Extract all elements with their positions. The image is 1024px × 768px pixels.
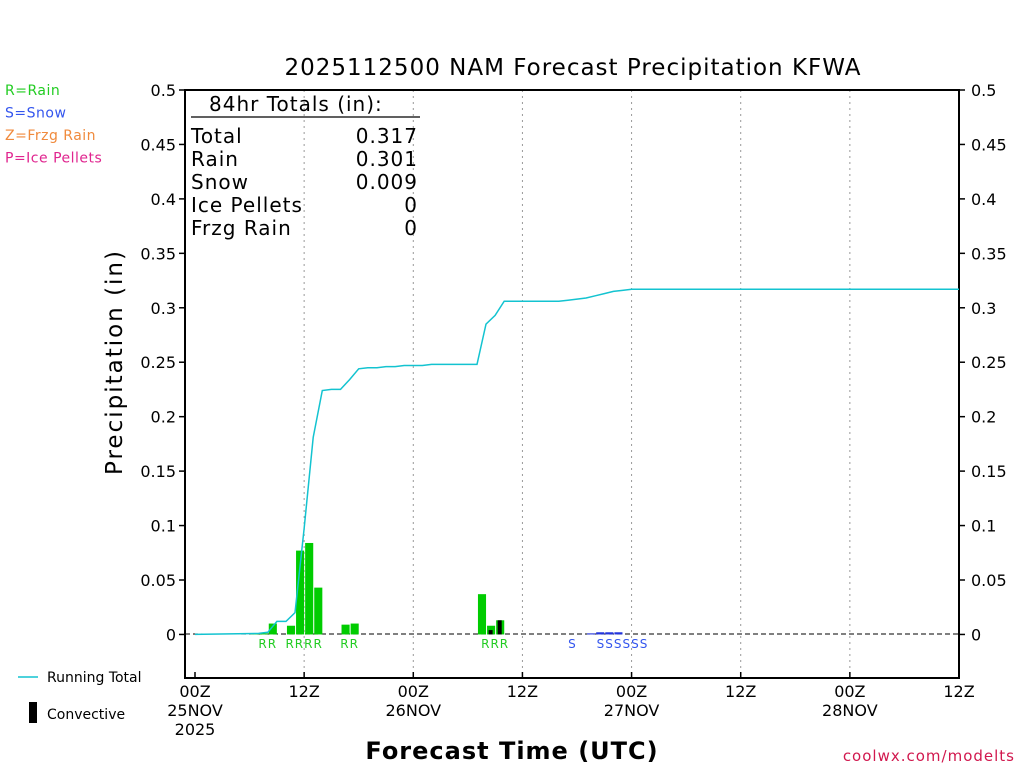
x-tick-label: 00Z xyxy=(398,682,429,701)
convective-bar xyxy=(497,620,502,635)
convective-legend-swatch xyxy=(29,702,37,723)
totals-row-value: 0.317 xyxy=(356,124,418,148)
precip-bar xyxy=(605,632,614,635)
y-tick-label-right: 0.4 xyxy=(971,190,996,209)
y-tick-label-right: 0.35 xyxy=(971,244,1007,263)
y-tick-label: 0.4 xyxy=(151,190,176,209)
precip-bar xyxy=(341,624,350,635)
plot-frame xyxy=(184,89,960,679)
precip-bars xyxy=(250,542,623,635)
y-axis-label: Precipitation (in) xyxy=(102,249,128,475)
x-tick-label: 00Z xyxy=(179,682,210,701)
y-axis-ticks: 0 00.05 0.050.1 0.10.15 0.150.2 0.20.25 0.250.… xyxy=(140,81,1006,644)
precip-bar xyxy=(587,633,596,635)
totals-rows: Total 0.317 Rain 0.301 Snow 0.009 Ice Pellets 0… xyxy=(190,124,418,240)
x-tick-label: 28NOV xyxy=(822,701,878,720)
x-tick-label: 2025 xyxy=(175,720,216,739)
y-tick-label-right: 0.15 xyxy=(971,462,1007,481)
precip-bar xyxy=(268,623,277,635)
y-tick-label: 0.2 xyxy=(151,408,176,427)
totals-row-label: Ice Pellets xyxy=(191,193,303,217)
y-tick-label: 0.5 xyxy=(151,81,176,100)
x-tick-label: 00Z xyxy=(834,682,865,701)
totals-row-label: Rain xyxy=(191,147,239,171)
series-legend: Running Total Convective xyxy=(18,670,142,723)
y-tick-label-right: 0.2 xyxy=(971,408,996,427)
y-tick-label-right: 0 xyxy=(971,625,981,644)
precip-bar xyxy=(259,633,268,635)
precip-bar xyxy=(614,632,623,635)
precip-type-label: SSSSSS xyxy=(597,637,649,651)
running-total-line xyxy=(194,288,959,636)
precip-bar xyxy=(305,542,314,635)
y-tick-label: 0 xyxy=(166,625,176,644)
y-tick-label: 0.05 xyxy=(140,571,176,590)
precip-type-labels: RR RRRR RR RRR S SSSSSS xyxy=(258,637,649,651)
precip-bar xyxy=(596,632,605,635)
x-tick-label: 12Z xyxy=(288,682,319,701)
x-tick-label: 25NOV xyxy=(167,701,223,720)
y-tick-label-right: 0.1 xyxy=(971,517,996,536)
source-credit: coolwx.com/modelts xyxy=(843,747,1015,765)
y-tick-label: 0.1 xyxy=(151,517,176,536)
convective-legend-label: Convective xyxy=(47,707,125,723)
totals-header: 84hr Totals (in): xyxy=(209,92,383,116)
precip-type-legend: R=Rain S=Snow Z=Frzg Rain P=Ice Pellets xyxy=(5,83,102,167)
convective-bars xyxy=(488,620,502,635)
precip-type-label: S xyxy=(568,637,577,651)
y-tick-label: 0.3 xyxy=(151,299,176,318)
y-tick-label-right: 0.45 xyxy=(971,135,1007,154)
y-tick-label: 0.45 xyxy=(140,135,176,154)
totals-row-label: Total xyxy=(190,124,243,148)
totals-row-value: 0.301 xyxy=(356,147,418,171)
x-tick-label: 00Z xyxy=(616,682,647,701)
y-tick-label: 0.15 xyxy=(140,462,176,481)
precip-bar xyxy=(314,587,323,635)
y-tick-label-right: 0.05 xyxy=(971,571,1007,590)
running-total-legend-label: Running Total xyxy=(47,670,142,686)
totals-row-label: Snow xyxy=(191,170,249,194)
precip-bar xyxy=(350,623,359,635)
x-tick-label: 12Z xyxy=(507,682,538,701)
precip-type-label: RR xyxy=(258,637,277,651)
precip-bar xyxy=(477,594,487,635)
y-tick-label: 0.25 xyxy=(140,353,176,372)
chart-title: 2025112500 NAM Forecast Precipitation KF… xyxy=(285,55,862,81)
precip-bar xyxy=(286,625,296,635)
totals-row-value: 0 xyxy=(404,216,418,240)
x-tick-label: 27NOV xyxy=(604,701,660,720)
totals-row-label: Frzg Rain xyxy=(191,216,292,240)
precip-type-label: RRR xyxy=(481,637,509,651)
x-tick-label: 12Z xyxy=(725,682,756,701)
totals-box: 84hr Totals (in): Total 0.317 Rain 0.301 Sno… xyxy=(190,92,420,240)
y-tick-label-right: 0.5 xyxy=(971,81,996,100)
totals-row-value: 0.009 xyxy=(356,170,418,194)
chart-gridlines xyxy=(303,90,851,678)
totals-row-value: 0 xyxy=(404,193,418,217)
precip-bar xyxy=(296,550,305,635)
x-tick-label: 12Z xyxy=(943,682,974,701)
precip-type-legend-item: Z=Frzg Rain xyxy=(5,128,96,144)
convective-bar xyxy=(488,630,493,635)
precip-type-legend-item: P=Ice Pellets xyxy=(5,151,102,167)
precip-type-legend-item: R=Rain xyxy=(5,83,60,99)
precip-type-label: RR xyxy=(340,637,359,651)
x-tick-label: 26NOV xyxy=(385,701,441,720)
precip-type-legend-item: S=Snow xyxy=(5,106,66,122)
y-tick-label-right: 0.25 xyxy=(971,353,1007,372)
x-axis-label: Forecast Time (UTC) xyxy=(365,737,658,765)
precip-type-label: RRRR xyxy=(285,637,322,651)
y-tick-label-right: 0.3 xyxy=(971,299,996,318)
y-tick-label: 0.35 xyxy=(140,244,176,263)
